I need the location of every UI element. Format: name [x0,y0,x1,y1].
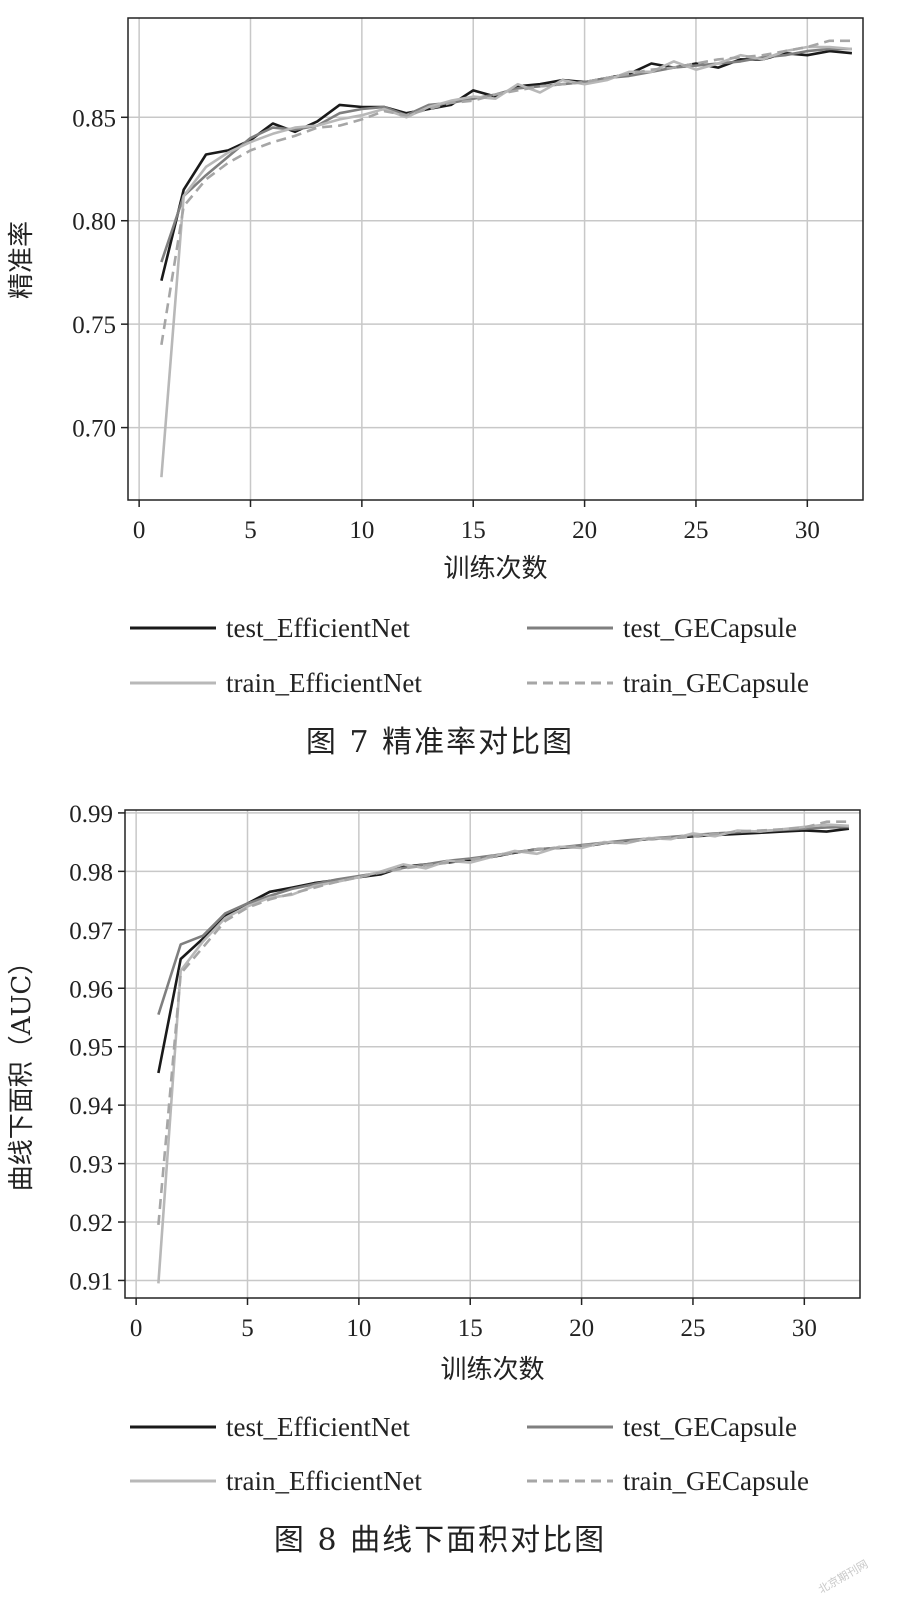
series-line-train-gecapsule [157,820,849,1226]
y-tick-label: 0.91 [69,1268,113,1295]
x-tick-label: 20 [569,1315,594,1342]
y-tick-label: 0.85 [72,105,116,132]
x-tick-label: 0 [133,517,146,544]
plot-frame [124,809,861,1299]
y-tick-label: 0.70 [72,416,116,443]
y-axis-label: 曲线下面积（AUC） [7,949,37,1192]
x-tick-label: 10 [346,1315,371,1342]
legend-label: test_GECapsule [623,1412,797,1442]
precision-chart-svg: 0 5 10 15 20 25 30 0.70 0.75 0.80 0.85 训练次数 精准率 test_… [7,17,864,760]
x-tick-label: 10 [349,517,374,544]
x-axis-label: 训练次数 [440,1355,544,1385]
plot-frame [127,17,864,501]
x-tick-label: 30 [792,1315,817,1342]
x-tick-label: 20 [572,517,597,544]
series-line-test-efficientnet [157,827,850,1074]
legend-label: test_EfficientNet [226,613,410,643]
y-tick-label: 0.99 [69,801,113,828]
watermark-text: 北京期刊网 [816,1557,871,1597]
series-line-test-efficientnet [160,49,853,282]
series-line-train-gecapsule [160,39,852,346]
y-tick-label: 0.96 [69,976,113,1003]
x-axis-label: 训练次数 [443,554,547,584]
chart-auc: 0 5 10 15 20 25 30 0.91 0.92 0.93 0.94 0.95 0.96 0.97… [0,800,903,1600]
legend-label: test_GECapsule [623,613,797,643]
y-tick-label: 0.97 [69,918,113,945]
series-line-train-efficientnet [160,45,853,478]
y-tick-label: 0.75 [72,312,116,339]
y-tick-label: 0.80 [72,209,116,236]
x-tick-label: 0 [130,1315,143,1342]
y-tick-label: 0.92 [69,1210,113,1237]
y-tick-label: 0.98 [69,859,113,886]
x-tick-label: 30 [795,517,820,544]
y-tick-label: 0.94 [69,1093,113,1120]
x-tick-label: 5 [241,1315,254,1342]
legend-label: train_GECapsule [623,1466,809,1496]
x-tick-label: 25 [680,1315,705,1342]
y-tick-label: 0.95 [69,1035,113,1062]
x-tick-label: 15 [461,517,486,544]
legend-label: train_EfficientNet [226,668,422,698]
legend-label: train_EfficientNet [226,1466,422,1496]
figure-caption: 图 7 精准率对比图 [306,725,574,760]
y-axis-label: 精准率 [7,221,37,299]
y-tick-label: 0.93 [69,1152,113,1179]
series-line-test-gecapsule [160,47,852,263]
series-line-train-efficientnet [157,823,849,1284]
x-tick-label: 15 [458,1315,483,1342]
figure-caption: 图 8 曲线下面积对比图 [274,1523,606,1558]
x-tick-label: 5 [244,517,257,544]
legend-label: train_GECapsule [623,668,809,698]
chart-precision: 0 5 10 15 20 25 30 0.70 0.75 0.80 0.85 训练次数 精准率 test_… [0,0,903,790]
legend-label: test_EfficientNet [226,1412,410,1442]
x-tick-label: 25 [683,517,708,544]
auc-chart-svg: 0 5 10 15 20 25 30 0.91 0.92 0.93 0.94 0.95 0.96 0.97… [7,801,871,1597]
